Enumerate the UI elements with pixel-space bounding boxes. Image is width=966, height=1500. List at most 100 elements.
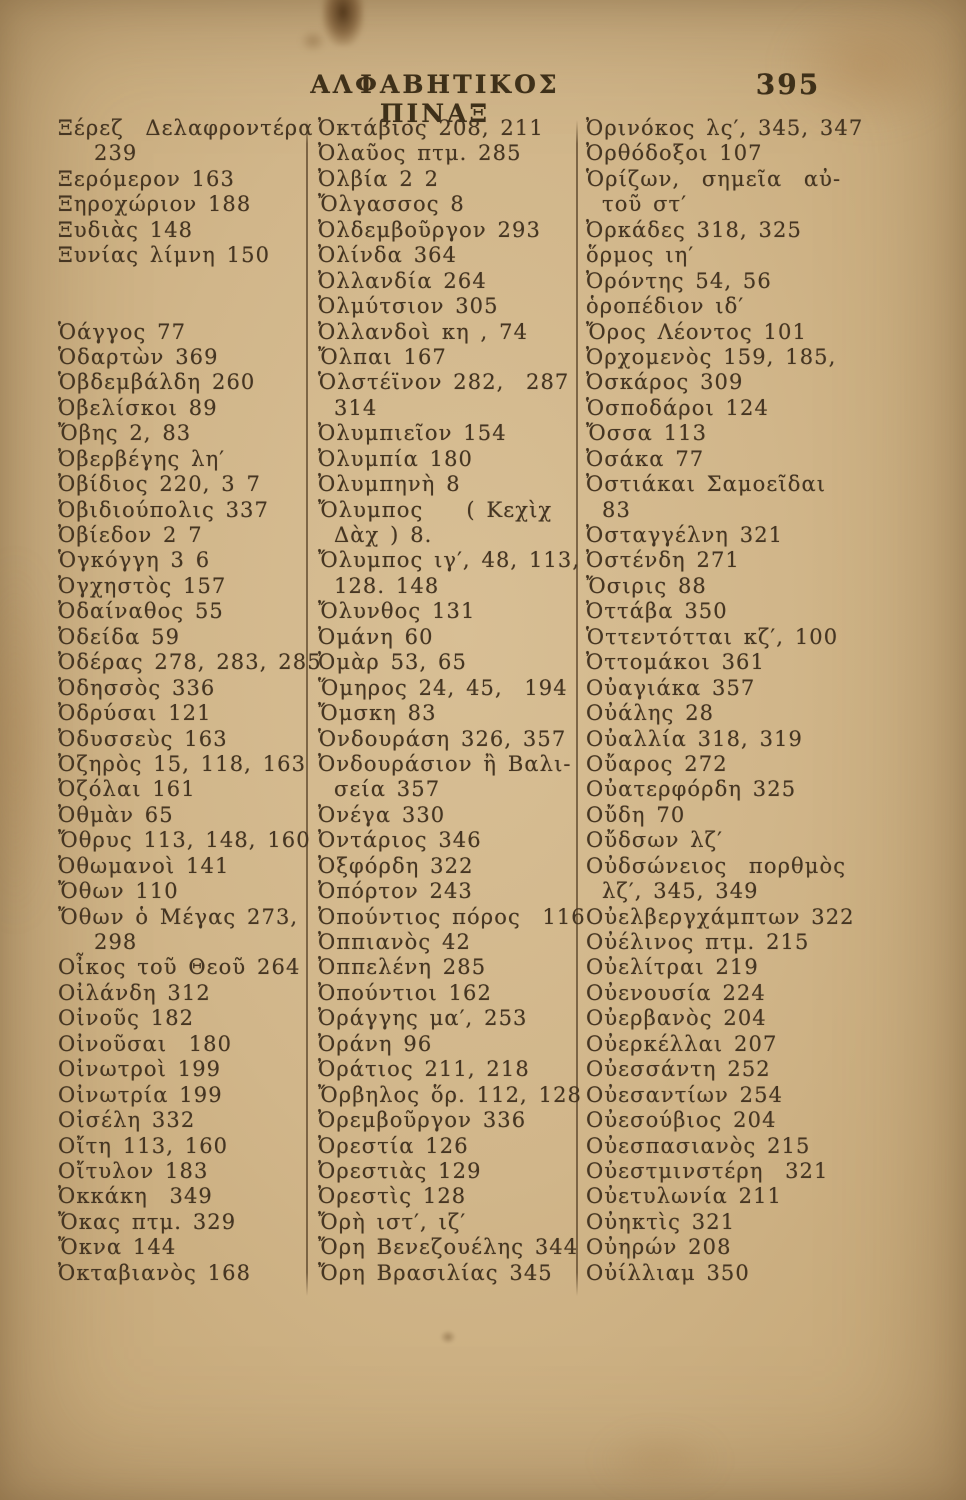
index-entry: Οὐετυλωνία 211 — [586, 1184, 783, 1209]
index-entry: Ὄθων ὁ Μέγας 273, — [58, 904, 299, 929]
index-entry: Ὀλλανδοὶ κη , 74 — [318, 319, 529, 344]
index-entry: Ὀπόρτον 243 — [318, 879, 473, 904]
index-entry: Οὐεσσάντη 252 — [586, 1057, 771, 1082]
index-entry: Ὄλπαι 167 — [318, 344, 447, 369]
index-entry: Ὁλστέϊνον 282, 287 — [318, 370, 570, 395]
index-entry: Ὅμηρος 24, 45, 194 — [318, 675, 568, 700]
index-entry: Ὄρος Λέοντος 101 — [586, 319, 807, 344]
index-entry: Ὀγχηστὸς 157 — [58, 573, 227, 598]
index-entry-continuation: 314 — [334, 395, 378, 420]
index-entry: Ὀδρύσαι 121 — [58, 701, 212, 726]
index-entry: Ὄλυμπος ( Κεχὶχ — [318, 497, 553, 522]
index-entry: Ὁρίζων, σημεῖα αὐ- — [586, 166, 842, 191]
paper-speck-bottom — [440, 1330, 456, 1344]
index-entry: Ὀρεστιὰς 129 — [318, 1158, 482, 1183]
index-entry: Οὐίλλιαμ 350 — [586, 1260, 750, 1285]
index-entry: Ὁδαρτὼν 369 — [58, 344, 219, 369]
index-entry: Ὀράγγης μα′, 253 — [318, 1006, 528, 1031]
index-entry: Ὀνδουράσιον ἢ Βαλι- — [318, 751, 572, 776]
column-divider-2 — [576, 120, 578, 1296]
index-entry: Ὀβίδιος 220, 3 7 — [58, 472, 261, 497]
index-entry: Ὄμσκη 83 — [318, 701, 437, 726]
index-entry-continuation: Δὰχ ) 8. — [334, 523, 433, 547]
index-entry: Ξερόμερον 163 — [58, 166, 235, 191]
index-entry-continuation: 128. 148 — [334, 573, 440, 598]
index-entry-continuation: 239 — [94, 141, 138, 166]
page-title: ΑΛΦΑΒΗΤΙΚΟΣ ΠΙΝΑΞ — [310, 70, 560, 128]
index-entry: Οὐενουσία 224 — [586, 980, 766, 1005]
index-entry: Ὄθρυς 113, 148, 160 — [58, 828, 311, 853]
index-entry: Οὐελβεργχάμπτων 322 — [586, 904, 855, 929]
index-column-2: Ὀκτάβιος 208, 211 Ὀλαῦος πτμ. 285 Ὀλβία 2 … — [318, 116, 585, 1286]
index-entry: Οὐεσούβιος 204 — [586, 1108, 777, 1133]
index-entry: Ὀλδεμβοῦργον 293 — [318, 217, 541, 242]
index-entry: Ὀθωμανοὶ 141 — [58, 853, 230, 878]
index-entry: Ξυδιὰς 148 — [58, 217, 194, 242]
index-entry: Ὀλυμπιεῖον 154 — [318, 421, 507, 446]
index-entry: Οἰλάνδη 312 — [58, 980, 211, 1005]
index-column-1: Ξέρεζ Δελαφροντέρα 239 Ξερόμερον 163 Ξηροχώ… — [58, 116, 321, 1286]
index-entry-continuation: σεία 357 — [334, 777, 441, 802]
index-entry: Ὀράτιος 211, 218 — [318, 1057, 530, 1082]
index-entry: Ξέρεζ Δελαφροντέρα — [58, 116, 314, 140]
index-entry: Ὄλυμπος ιγ′, 48, 113, — [318, 548, 581, 573]
index-entry: Ὀλαῦος πτμ. 285 — [318, 141, 522, 166]
index-entry: Ὀβελίσκοι 89 — [58, 395, 218, 420]
index-entry: Ὀττάβα 350 — [586, 599, 728, 624]
index-entry: Ὀρόντης 54, 56 — [586, 268, 772, 293]
index-entry: Οὔαρος 272 — [586, 751, 728, 776]
index-entry: Ὁττεντότται κζ′, 100 — [586, 624, 839, 649]
index-entry: Ὀνέγα 330 — [318, 802, 446, 827]
index-entry: Ὁβδεμβάλδη 260 — [58, 370, 256, 395]
index-entry: Ὀππελένη 285 — [318, 955, 487, 980]
index-entry: Ὀξφόρδη 322 — [318, 853, 474, 878]
index-entry-continuation: 298 — [94, 930, 138, 954]
index-entry-continuation: τοῦ στ′ — [602, 192, 688, 217]
index-entry: Οὐέλινος πτμ. 215 — [586, 930, 810, 954]
index-entry: Ὀττομάκοι 361 — [586, 650, 765, 675]
column-spacer — [58, 269, 306, 294]
index-entry: Οἰνοῦσαι 180 — [58, 1031, 233, 1056]
paper-stain-bottom — [600, 1430, 720, 1490]
index-entry: Οἴτυλον 183 — [58, 1158, 209, 1183]
index-entry: Ὀθμὰν 65 — [58, 802, 174, 827]
index-entry: Ὀλβία 2 2 — [318, 166, 440, 191]
index-entry: Οἰνωτροὶ 199 — [58, 1057, 222, 1082]
index-entry: Ὀρεστία 126 — [318, 1133, 469, 1158]
index-entry: Οὐδσώνειος πορθμὸς — [586, 853, 847, 878]
index-entry: Ὄβης 2, 83 — [58, 421, 192, 446]
index-entry: Ὄλυνθος 131 — [318, 599, 476, 624]
index-entry: Ὀδυσσεὺς 163 — [58, 726, 228, 751]
index-entry: Ὄκας πτμ. 329 — [58, 1209, 237, 1234]
index-entry: Ὀσταγγέλνη 321 — [586, 523, 784, 547]
index-entry: Οὐερκέλλαι 207 — [586, 1031, 778, 1056]
index-entry: Ξυνίας λίμνη 150 — [58, 243, 271, 268]
index-entry: Οὔδσων λζ′ — [586, 828, 723, 853]
index-entry: Ὀρεμβοῦργον 336 — [318, 1108, 527, 1133]
index-entry: Ὄρη Βενεζουέλης 344 — [318, 1235, 579, 1260]
index-entry: Οὐαλλία 318, 319 — [586, 726, 803, 751]
page-number: 395 — [755, 68, 821, 101]
index-entry: Ὀδαίναθος 55 — [58, 599, 224, 624]
index-entry: Ὄρὴ ιστ′, ιζ′ — [318, 1209, 467, 1234]
index-entry: Ὀδησσὸς 336 — [58, 675, 216, 700]
index-entry: Ὀρινόκος λς′, 345, 347 — [586, 116, 864, 140]
index-entry: Ὀσκάρος 309 — [586, 370, 744, 395]
index-entry: Ὀρχομενὸς 159, 185, — [586, 344, 837, 369]
index-entry: Ὀντάριος 346 — [318, 828, 482, 853]
index-entry: Οὐεσπασιανὸς 215 — [586, 1133, 811, 1158]
index-entry: Ὀβίεδον 2 7 — [58, 523, 203, 547]
index-entry: Ὀκκάκη 349 — [58, 1184, 213, 1209]
index-entry-continuation: λζ′, 345, 349 — [602, 879, 759, 904]
index-entry: Ὀζηρὸς 15, 118, 163 — [58, 751, 307, 776]
index-entry: Ὄθων 110 — [58, 879, 179, 904]
column-divider-1 — [306, 120, 308, 1296]
index-entry: Οἰνοῦς 182 — [58, 1006, 195, 1031]
index-column-3: Ὀρινόκος λς′, 345, 347 Ὀρθόδοξοι 107 Ὁρίζω… — [586, 116, 916, 1286]
index-entry: Ὀππιανὸς 42 — [318, 930, 471, 954]
index-entry: Ὀβιδιούπολις 337 — [58, 497, 269, 522]
index-entry: Ὄκνα 144 — [58, 1235, 177, 1260]
index-entry: Ὁάγγος 77 — [58, 319, 187, 344]
index-entry: Ὀλυμπηνὴ 8 — [318, 472, 461, 497]
index-entry: Οὐηκτὶς 321 — [586, 1209, 736, 1234]
